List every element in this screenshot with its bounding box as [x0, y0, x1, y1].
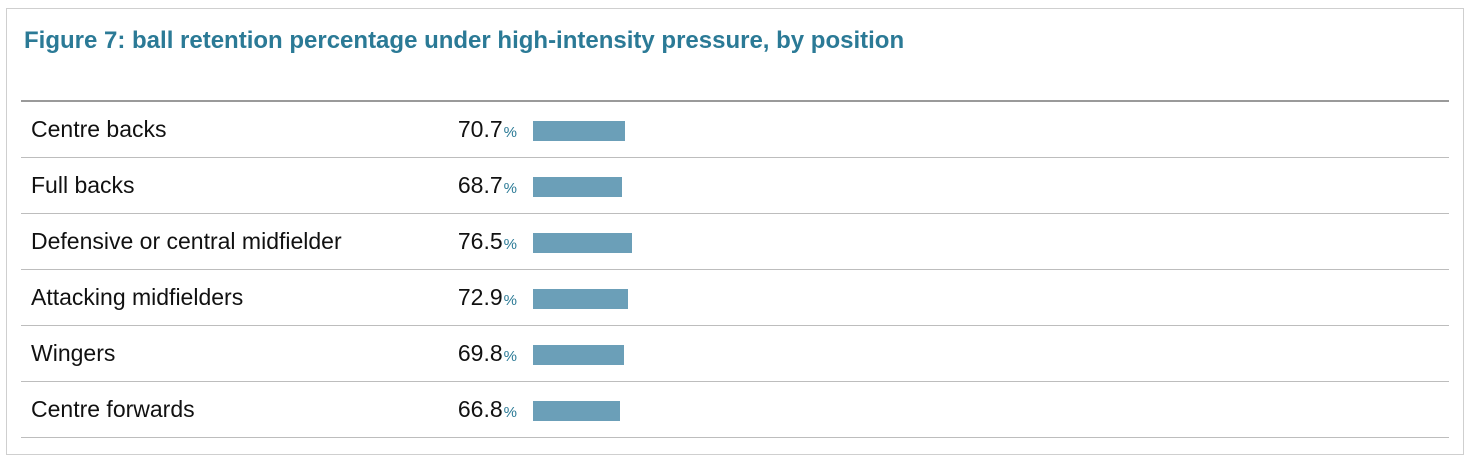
chart-title: Figure 7: ball retention percentage unde…: [24, 27, 905, 54]
bar: [533, 401, 620, 421]
bar: [533, 177, 622, 197]
value-label: 68.7%: [458, 158, 517, 216]
table-row: Centre backs 70.7%: [21, 102, 1449, 158]
value-label: 76.5%: [458, 214, 517, 272]
value-label: 66.8%: [458, 382, 517, 440]
bar: [533, 121, 625, 141]
unit-label: %: [503, 404, 517, 421]
value-number: 76.5: [457, 228, 503, 254]
table-row: Full backs 68.7%: [21, 158, 1449, 214]
category-label: Attacking midfielders: [31, 284, 244, 310]
value-number: 69.8: [457, 340, 503, 366]
bar-table: Centre backs 70.7% Full backs 68.7% Defe…: [21, 100, 1449, 438]
table-row: Defensive or central midfielder 76.5%: [21, 214, 1449, 270]
unit-label: %: [503, 348, 517, 365]
category-label: Wingers: [31, 340, 116, 366]
unit-label: %: [503, 236, 517, 253]
category-label: Defensive or central midfielder: [31, 228, 342, 254]
value-label: 69.8%: [458, 326, 517, 384]
table-row: Attacking midfielders 72.9%: [21, 270, 1449, 326]
value-number: 66.8: [457, 396, 503, 422]
category-label: Centre backs: [31, 116, 167, 142]
value-number: 70.7: [457, 116, 503, 142]
bar: [533, 345, 624, 365]
value-number: 68.7: [457, 172, 503, 198]
value-label: 72.9%: [458, 270, 517, 328]
value-label: 70.7%: [458, 102, 517, 160]
unit-label: %: [503, 292, 517, 309]
unit-label: %: [503, 180, 517, 197]
table-row: Wingers 69.8%: [21, 326, 1449, 382]
value-number: 72.9: [457, 284, 503, 310]
bar: [533, 289, 628, 309]
category-label: Full backs: [31, 172, 135, 198]
category-label: Centre forwards: [31, 396, 195, 422]
unit-label: %: [503, 124, 517, 141]
table-row: Centre forwards 66.8%: [21, 382, 1449, 438]
bar: [533, 233, 632, 253]
figure-frame: [6, 8, 1464, 455]
